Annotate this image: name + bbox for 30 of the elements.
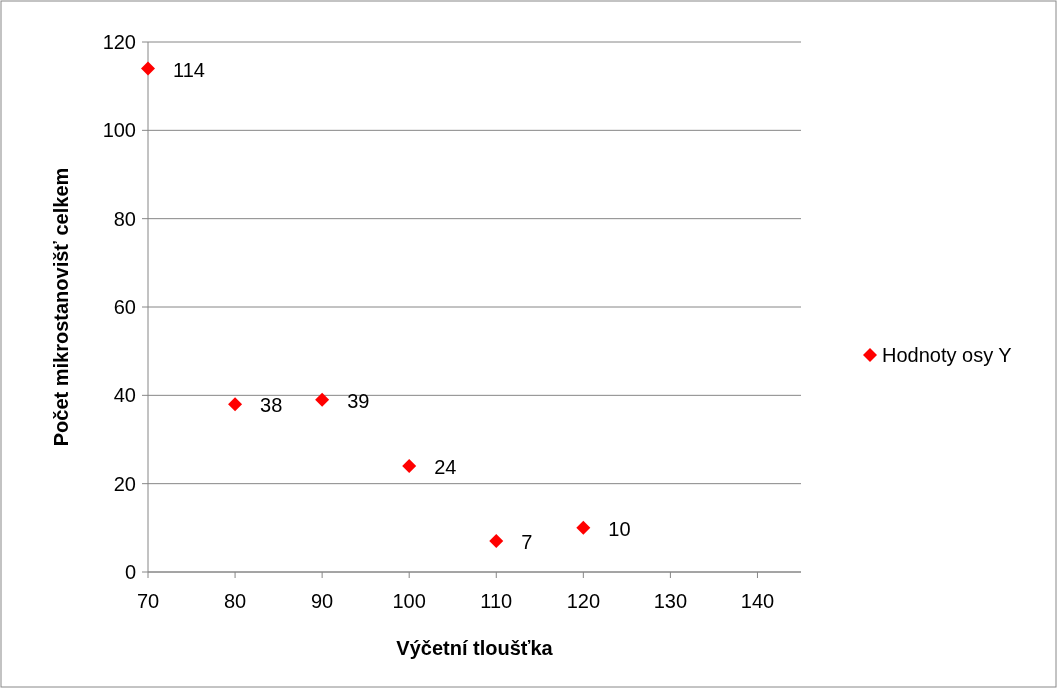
y-axis-title: Počet mikrostanovišť celkem (50, 167, 72, 447)
point (402, 459, 417, 473)
x-tick-label: 120 (566, 590, 601, 612)
data-label: 24 (434, 456, 457, 478)
data-label: 38 (260, 394, 283, 417)
point (489, 534, 504, 549)
y-tick-label: 120 (102, 31, 136, 53)
x-tick-label: 130 (653, 590, 688, 612)
y-tick-label: 40 (113, 384, 136, 407)
y-tick-label: 60 (113, 296, 136, 318)
point (315, 392, 330, 407)
x-tick-label: 100 (392, 590, 426, 612)
y-tick-label: 0 (124, 561, 136, 583)
data-label: 10 (608, 517, 631, 540)
data-label: 114 (173, 58, 205, 81)
legend-label: Hodnoty osy Y (882, 344, 1012, 366)
y-tick-label: 100 (102, 119, 136, 142)
x-tick-label: 140 (740, 590, 775, 612)
data-label: 7 (521, 531, 533, 554)
x-tick-label: 70 (136, 590, 160, 612)
point (576, 520, 591, 535)
y-tick-label: 20 (113, 472, 136, 495)
point (228, 397, 243, 412)
x-tick-label: 80 (223, 590, 247, 612)
x-tick-label: 110 (480, 590, 513, 612)
y-tick-label: 80 (113, 207, 136, 230)
point (141, 61, 155, 76)
x-axis-title: Výčetní tloušťka (396, 637, 554, 659)
data-label: 39 (347, 389, 370, 412)
x-tick-label: 90 (311, 590, 334, 612)
